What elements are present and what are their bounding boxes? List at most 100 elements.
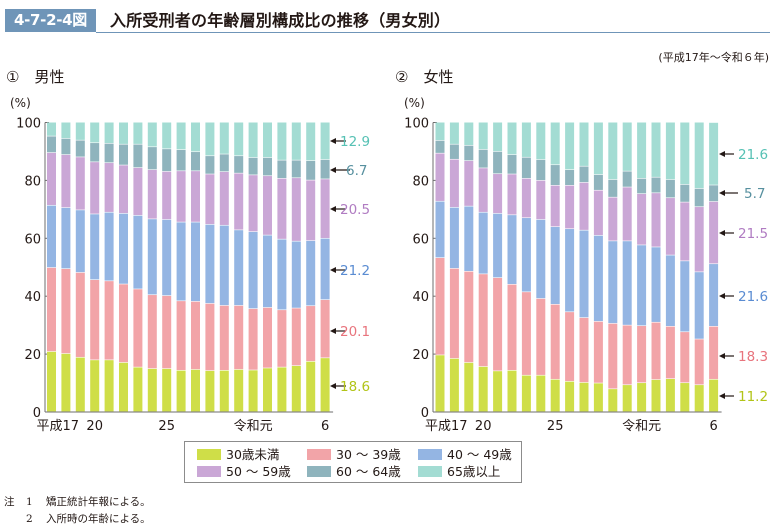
bar-segment bbox=[449, 358, 459, 412]
legend-item-50-59: 50 ～ 59歳 bbox=[197, 464, 291, 480]
bar-segment bbox=[579, 317, 589, 383]
bar-segment bbox=[219, 122, 229, 154]
bar-segment bbox=[449, 159, 459, 208]
bar-segment bbox=[234, 173, 244, 230]
legend-label: 30歳未満 bbox=[226, 447, 280, 462]
bar-segment bbox=[306, 161, 316, 180]
bar-segment bbox=[507, 154, 517, 174]
bar-segment bbox=[521, 218, 531, 292]
bar-segment bbox=[493, 151, 503, 174]
bar-segment bbox=[637, 194, 647, 245]
bar-segment bbox=[104, 281, 114, 360]
bar-segment bbox=[47, 136, 56, 153]
bar-segment bbox=[119, 362, 128, 412]
bar-segment bbox=[205, 174, 215, 225]
bar-segment bbox=[104, 143, 114, 163]
annotation-label: 21.5 bbox=[738, 226, 768, 242]
bar-segment bbox=[133, 215, 143, 289]
bar-segment bbox=[694, 272, 704, 339]
bar-segment bbox=[665, 378, 675, 412]
bar-segment bbox=[248, 308, 258, 370]
bar-segment bbox=[464, 362, 474, 412]
bar-segment bbox=[665, 255, 675, 326]
legend-label: 60 ～ 64歳 bbox=[336, 464, 401, 479]
bar-segment bbox=[665, 179, 675, 198]
y-tick-label: 60 bbox=[412, 232, 429, 247]
bar-segment bbox=[493, 277, 503, 371]
bar-segment bbox=[133, 289, 143, 367]
bar-segment bbox=[191, 222, 200, 302]
annotation-label: 20.5 bbox=[340, 202, 370, 218]
bar-segment bbox=[637, 326, 647, 383]
y-tick-label: 20 bbox=[24, 348, 41, 363]
annotation-label: 21.2 bbox=[340, 263, 370, 279]
bar-segment bbox=[219, 305, 229, 371]
bar-segment bbox=[162, 295, 172, 369]
bar-segment bbox=[550, 304, 560, 379]
bar-segment bbox=[162, 219, 172, 296]
bar-segment bbox=[622, 325, 632, 385]
bar-segment bbox=[219, 370, 229, 412]
bar-segment bbox=[622, 171, 632, 187]
legend-swatch bbox=[197, 449, 221, 460]
bar-segment bbox=[277, 310, 287, 367]
x-tick-label: 25 bbox=[547, 419, 564, 434]
annotation-arrow-head bbox=[330, 383, 336, 389]
bar-segment bbox=[191, 301, 200, 370]
bar-segment bbox=[694, 385, 704, 412]
bar-segment bbox=[263, 157, 272, 176]
bar-segment bbox=[90, 122, 100, 143]
bar-segment bbox=[478, 168, 488, 212]
annotation-arrow-head bbox=[719, 293, 725, 299]
bar-segment bbox=[536, 180, 546, 220]
bar-segment bbox=[291, 365, 301, 412]
note-text: 矯正統計年報による。 bbox=[46, 496, 151, 508]
bar-segment bbox=[665, 198, 675, 255]
note-text: 入所時の年齢による。 bbox=[46, 513, 151, 525]
bar-segment bbox=[593, 235, 603, 322]
bar-segment bbox=[507, 284, 517, 371]
bar-segment bbox=[608, 323, 618, 389]
bar-segment bbox=[61, 122, 71, 139]
panel-title-female: ② 女性 bbox=[395, 68, 454, 86]
bar-segment bbox=[219, 154, 229, 172]
bar-segment bbox=[709, 185, 719, 202]
note-number: 1 bbox=[26, 496, 33, 508]
annotation-label: 18.3 bbox=[738, 349, 768, 365]
legend-swatch bbox=[418, 449, 442, 460]
bar-segment bbox=[521, 375, 531, 412]
bar-segment bbox=[75, 272, 85, 357]
bar-segment bbox=[306, 180, 316, 241]
bar-segment bbox=[133, 367, 143, 412]
bar-segment bbox=[550, 227, 560, 304]
bar-segment bbox=[306, 361, 316, 412]
chart-male: (%) 0 20 40 60 80 100 平成17 20 25 令和元 6 18.6 20.1 21.2 2… bbox=[10, 96, 370, 434]
bar-segment bbox=[205, 224, 215, 304]
bar-segment bbox=[205, 156, 215, 174]
bar-segment bbox=[651, 322, 661, 380]
bar-segment bbox=[449, 268, 459, 359]
bar-segment bbox=[680, 184, 690, 202]
bar-segment bbox=[263, 122, 272, 158]
bar-segment bbox=[219, 225, 229, 306]
bar-segment bbox=[709, 326, 719, 379]
note-1: 注 1 矯正統計年報による。 bbox=[4, 494, 151, 511]
bar-segment bbox=[104, 122, 114, 144]
annotation-label: 5.7 bbox=[744, 186, 765, 202]
bar-segment bbox=[119, 122, 128, 144]
bar-segment bbox=[205, 370, 215, 412]
bar-segment bbox=[75, 122, 85, 140]
bar-segment bbox=[550, 165, 560, 186]
bar-segment bbox=[579, 166, 589, 183]
y-tick-label: 40 bbox=[412, 290, 429, 305]
bar-segment bbox=[694, 207, 704, 272]
bar-segment bbox=[90, 143, 100, 162]
bar-segment bbox=[205, 303, 215, 371]
bar-segment bbox=[478, 366, 488, 412]
bar-segment bbox=[521, 178, 531, 218]
bar-segment bbox=[291, 308, 301, 366]
bar-segment bbox=[147, 295, 157, 369]
chart-female: (%) 0 20 40 60 80 100 平成17 20 25 令和元 6 11.2 18.3 21.6 2… bbox=[404, 96, 768, 434]
bar-segment bbox=[507, 215, 517, 285]
